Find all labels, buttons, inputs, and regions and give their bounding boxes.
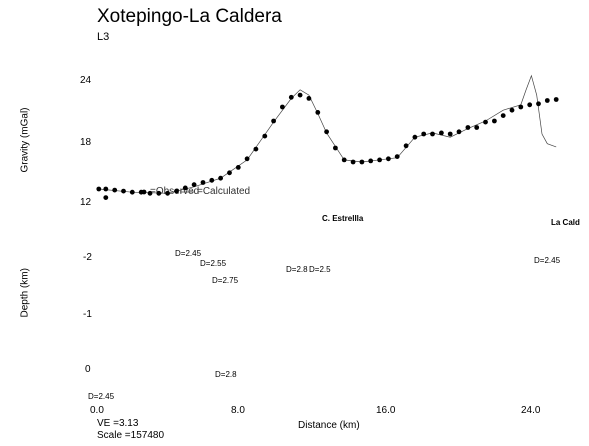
observed-gravity-point bbox=[103, 195, 109, 201]
observed-gravity-point bbox=[518, 104, 524, 110]
observed-gravity-point bbox=[509, 107, 515, 113]
observed-gravity-point bbox=[315, 110, 321, 115]
observed-gravity-point bbox=[386, 156, 391, 162]
chart-subtitle: L3 bbox=[97, 31, 110, 43]
depth-tick-label: -2 bbox=[83, 252, 92, 263]
scale-label: Scale =157480 bbox=[97, 430, 165, 441]
observed-gravity-point bbox=[377, 157, 382, 163]
depth-tick-label: -1 bbox=[83, 309, 92, 320]
depth-tick-label: 0 bbox=[85, 364, 91, 375]
observed-gravity-point bbox=[447, 131, 453, 137]
observed-gravity-point bbox=[200, 180, 206, 185]
observed-gravity-point bbox=[288, 94, 294, 100]
observed-gravity-point bbox=[182, 185, 188, 191]
observed-gravity-point bbox=[412, 134, 418, 140]
observed-gravity-point bbox=[439, 130, 444, 136]
density-label: D=2.45 bbox=[88, 392, 115, 401]
observed-gravity-point bbox=[474, 125, 480, 130]
observed-gravity-point bbox=[483, 119, 488, 125]
observed-gravity-point bbox=[465, 125, 471, 130]
observed-gravity-point bbox=[174, 188, 179, 194]
observed-gravity-point bbox=[324, 129, 329, 135]
observed-gravity-point bbox=[544, 98, 550, 103]
observed-gravity-point bbox=[191, 182, 197, 188]
observed-gravity-point bbox=[350, 159, 356, 165]
marker-label-estrellla: C. Estrellla bbox=[322, 214, 364, 223]
observed-gravity-point bbox=[129, 189, 135, 195]
ve-label: VE =3.13 bbox=[97, 418, 139, 429]
observed-gravity-point bbox=[553, 97, 559, 102]
density-label: D=2.75 bbox=[212, 276, 239, 285]
observed-gravity-point bbox=[394, 154, 400, 160]
legend-observed-swatch bbox=[141, 189, 147, 195]
observed-gravity-point bbox=[500, 113, 506, 118]
observed-gravity-point bbox=[456, 129, 462, 135]
observed-gravity-point bbox=[235, 165, 241, 170]
observed-gravity-point bbox=[253, 146, 259, 152]
observed-gravity-point bbox=[271, 118, 276, 124]
chart-title: Xotepingo-La Caldera bbox=[97, 6, 282, 27]
observed-gravity-point bbox=[121, 188, 126, 194]
observed-gravity-point bbox=[359, 159, 365, 165]
gravity-tick-label: 24 bbox=[80, 75, 92, 86]
observed-gravity-point bbox=[280, 104, 285, 110]
density-label: D=2.55 bbox=[200, 259, 227, 268]
observed-gravity-point bbox=[96, 186, 102, 192]
distance-tick-label: 0.0 bbox=[90, 405, 104, 416]
observed-gravity-point bbox=[227, 170, 232, 176]
observed-gravity-point bbox=[421, 131, 427, 137]
observed-gravity-point bbox=[341, 157, 347, 163]
observed-gravity-point bbox=[430, 131, 435, 137]
observed-gravity-point bbox=[103, 186, 109, 192]
observed-gravity-point bbox=[536, 101, 541, 107]
observed-gravity-point bbox=[147, 190, 153, 196]
legend-calculated: =Calculated bbox=[197, 186, 251, 197]
observed-gravity-point bbox=[403, 143, 409, 149]
density-label: D=2.5 bbox=[309, 265, 331, 274]
observed-gravity-point bbox=[306, 96, 312, 101]
density-label: D=2.45 bbox=[175, 249, 202, 258]
observed-gravity-point bbox=[165, 190, 171, 196]
distance-tick-label: 16.0 bbox=[376, 405, 396, 416]
observed-gravity-point bbox=[492, 118, 497, 124]
observed-gravity-point bbox=[297, 92, 303, 98]
observed-gravity-point bbox=[209, 177, 215, 183]
distance-tick-label: 8.0 bbox=[231, 405, 245, 416]
observed-gravity-point bbox=[218, 175, 224, 181]
gravity-tick-label: 12 bbox=[80, 197, 92, 208]
distance-axis-title: Distance (km) bbox=[298, 420, 360, 431]
observed-gravity-point bbox=[368, 158, 374, 164]
observed-gravity-point bbox=[333, 145, 338, 151]
density-label: D=2.8 bbox=[215, 370, 237, 379]
calculated-gravity-line bbox=[98, 74, 557, 194]
density-label: D=2.45 bbox=[534, 256, 561, 265]
observed-gravity-point bbox=[244, 156, 250, 162]
distance-tick-label: 24.0 bbox=[521, 405, 541, 416]
observed-gravity-point bbox=[112, 187, 118, 193]
gravity-tick-label: 18 bbox=[80, 137, 92, 148]
observed-gravity-point bbox=[156, 190, 162, 196]
observed-gravity-point bbox=[262, 133, 268, 139]
density-label: D=2.8 bbox=[286, 265, 308, 274]
observed-gravity-point bbox=[527, 102, 533, 108]
marker-label-la-cald: La Cald bbox=[551, 218, 580, 227]
